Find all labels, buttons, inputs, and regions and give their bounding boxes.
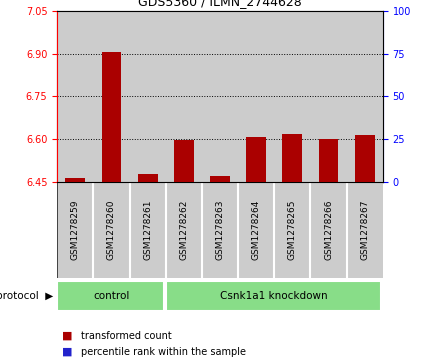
Point xyxy=(253,97,260,102)
Bar xyxy=(282,134,302,182)
Point xyxy=(144,148,151,154)
Bar xyxy=(66,178,85,182)
Text: ■: ■ xyxy=(62,347,72,357)
Bar xyxy=(57,11,93,181)
Bar xyxy=(202,11,238,181)
Text: Csnk1a1 knockdown: Csnk1a1 knockdown xyxy=(220,291,328,301)
Bar xyxy=(102,52,121,181)
Text: protocol  ▶: protocol ▶ xyxy=(0,291,53,301)
Bar xyxy=(138,174,158,182)
Text: control: control xyxy=(93,291,130,301)
Text: ■: ■ xyxy=(62,331,72,341)
Bar xyxy=(311,11,347,181)
Bar xyxy=(319,139,338,182)
Point xyxy=(289,85,296,90)
Point xyxy=(216,158,224,164)
Bar xyxy=(174,140,194,182)
Point xyxy=(361,91,368,97)
Title: GDS5360 / ILMN_2744628: GDS5360 / ILMN_2744628 xyxy=(138,0,302,8)
Point xyxy=(108,37,115,43)
Bar xyxy=(93,11,129,181)
Bar xyxy=(238,11,274,181)
FancyBboxPatch shape xyxy=(57,281,164,310)
Text: GSM1278260: GSM1278260 xyxy=(107,199,116,260)
Bar xyxy=(246,138,266,182)
Bar xyxy=(274,11,311,181)
Text: GSM1278265: GSM1278265 xyxy=(288,199,297,260)
Point xyxy=(325,105,332,111)
Text: GSM1278259: GSM1278259 xyxy=(71,199,80,260)
Text: GSM1278263: GSM1278263 xyxy=(216,199,224,260)
Point xyxy=(180,107,187,113)
Text: GSM1278266: GSM1278266 xyxy=(324,199,333,260)
Text: transformed count: transformed count xyxy=(81,331,172,341)
Bar xyxy=(129,11,166,181)
Bar xyxy=(210,176,230,182)
Bar xyxy=(166,11,202,181)
Bar xyxy=(347,11,383,181)
Text: GSM1278261: GSM1278261 xyxy=(143,199,152,260)
Text: GSM1278262: GSM1278262 xyxy=(180,199,188,260)
Text: GSM1278267: GSM1278267 xyxy=(360,199,369,260)
FancyBboxPatch shape xyxy=(166,281,381,310)
Bar xyxy=(355,135,375,182)
Text: GSM1278264: GSM1278264 xyxy=(252,199,260,260)
Point xyxy=(72,162,79,167)
Text: percentile rank within the sample: percentile rank within the sample xyxy=(81,347,246,357)
